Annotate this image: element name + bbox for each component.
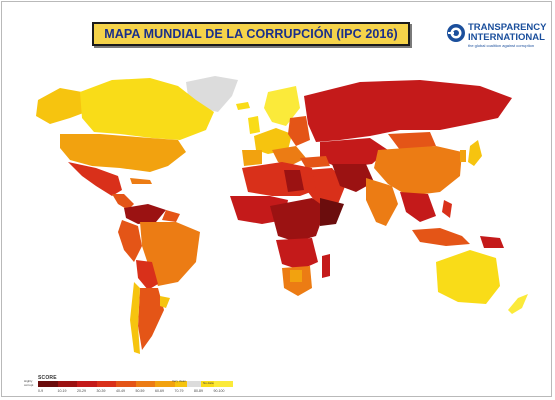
region-southeast-asia bbox=[400, 192, 436, 222]
region-iran bbox=[332, 164, 374, 192]
region-central-africa bbox=[270, 198, 326, 242]
legend-tick-label: 40-49 bbox=[116, 389, 125, 393]
legend-color-scale bbox=[38, 381, 233, 387]
legend-tick-label: 90-100 bbox=[213, 389, 225, 393]
logo-tagline: the global coalition against corruption bbox=[468, 43, 535, 48]
region-scandinavia bbox=[264, 86, 300, 126]
region-bolivia bbox=[136, 260, 158, 290]
legend-ticks: 0-9 10-19 20-29 30-39 40-49 50-59 60-69 70-79 80… bbox=[38, 389, 233, 393]
region-uruguay bbox=[160, 296, 170, 308]
region-china bbox=[374, 146, 462, 196]
legend-swatch bbox=[194, 381, 214, 387]
region-north-africa bbox=[242, 162, 316, 196]
legend-tick-label: 0-9 bbox=[38, 389, 44, 393]
region-canada bbox=[80, 78, 214, 140]
region-caribbean bbox=[130, 178, 152, 184]
region-brazil bbox=[140, 222, 200, 286]
region-png bbox=[480, 236, 504, 248]
logo-line-2: INTERNATIONAL bbox=[468, 32, 545, 43]
transparency-international-logo: TRANSPARENCY INTERNATIONAL the global co… bbox=[446, 22, 552, 48]
region-horn-africa bbox=[320, 198, 344, 226]
region-japan bbox=[468, 140, 482, 166]
region-west-europe bbox=[254, 128, 292, 154]
region-alaska bbox=[36, 88, 86, 124]
legend-low-label: Highly corrupt bbox=[24, 379, 34, 387]
region-guianas bbox=[162, 210, 180, 222]
legend-tick-label: 30-39 bbox=[96, 389, 106, 393]
region-philippines bbox=[442, 200, 452, 218]
region-russia bbox=[304, 80, 512, 142]
region-uk bbox=[248, 116, 260, 134]
legend-swatch bbox=[174, 381, 194, 387]
region-mexico bbox=[68, 162, 122, 196]
region-madagascar bbox=[322, 254, 330, 278]
globe-ti-icon bbox=[447, 24, 465, 42]
region-new-zealand bbox=[508, 294, 528, 314]
region-libya bbox=[284, 170, 304, 192]
region-iberia bbox=[242, 150, 262, 166]
region-east-europe bbox=[288, 116, 310, 146]
legend-no-data-swatch bbox=[187, 381, 201, 387]
legend-swatch bbox=[57, 381, 77, 387]
region-peru bbox=[118, 220, 142, 262]
region-central-america bbox=[112, 194, 134, 210]
region-middle-east bbox=[306, 168, 346, 208]
legend-tick-label: 80-89 bbox=[194, 389, 203, 393]
legend-tick-label: 20-29 bbox=[77, 389, 86, 393]
region-central-asia bbox=[320, 138, 388, 168]
legend-tick-label: 60-69 bbox=[155, 389, 164, 393]
map-title: MAPA MUNDIAL DE LA CORRUPCIÓN (IPC 2016) bbox=[104, 27, 398, 41]
legend-tick-label: 70-79 bbox=[174, 389, 184, 393]
legend-tick-label: 50-59 bbox=[135, 389, 145, 393]
region-botswana bbox=[290, 270, 302, 282]
region-usa bbox=[60, 134, 186, 172]
legend-swatch bbox=[116, 381, 136, 387]
legend-swatch bbox=[135, 381, 155, 387]
legend-tick-label: 10-19 bbox=[57, 389, 67, 393]
region-india bbox=[366, 178, 398, 226]
legend-swatch bbox=[96, 381, 116, 387]
legend-no-data-label: No data bbox=[203, 381, 214, 385]
title-banner: MAPA MUNDIAL DE LA CORRUPCIÓN (IPC 2016) bbox=[92, 22, 410, 46]
region-south-europe bbox=[272, 146, 306, 166]
legend-title: SCORE bbox=[38, 375, 57, 381]
region-venezuela-colombia bbox=[124, 204, 166, 224]
legend-swatch bbox=[213, 381, 233, 387]
region-australia bbox=[436, 250, 500, 304]
region-turkey bbox=[300, 156, 330, 168]
region-mongolia bbox=[388, 132, 436, 150]
legend-swatch bbox=[38, 381, 58, 387]
legend-high-label: Very clean bbox=[172, 379, 187, 383]
region-south-central-africa bbox=[276, 238, 318, 270]
region-iceland bbox=[236, 102, 250, 110]
region-indonesia bbox=[412, 228, 470, 246]
legend-swatch bbox=[155, 381, 175, 387]
region-chile bbox=[130, 282, 140, 354]
logo-line-1: TRANSPARENCY bbox=[468, 22, 547, 33]
region-argentina bbox=[138, 288, 164, 350]
legend-swatch bbox=[77, 381, 97, 387]
region-korea bbox=[460, 150, 466, 162]
